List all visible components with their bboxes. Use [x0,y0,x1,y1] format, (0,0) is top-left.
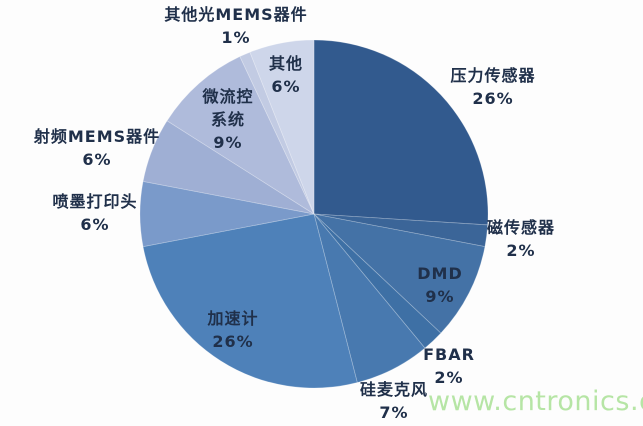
slice-label-text: 硅麦克风 [359,380,429,399]
slice-label-pressure-sensor: 压力传感器 26% [450,64,535,110]
slice-label-microfluidic: 微流控系统 9% [201,85,255,154]
pie-slice-fbar [313,213,442,349]
slice-label-other: 其他 6% [269,52,303,98]
pie-slice-other [249,39,315,215]
slice-label-text: 压力传感器 [450,66,536,85]
pie-slice-rf-mems [142,120,315,215]
pie-slices-group [139,39,489,389]
slice-pct-text: 2% [434,368,464,387]
pie-slice-microfluidic [166,56,315,216]
slice-label-text: 喷墨打印头 [52,192,138,211]
slice-pct-text: 6% [80,215,110,234]
pie-slice-magnetic-sensor [313,213,489,248]
pie-slice-pressure-sensor [313,39,489,226]
slice-label-text: DMD [417,264,463,283]
slice-label-rf-mems: 射频MEMS器件 6% [34,125,160,171]
slice-pct-text: 6% [82,150,112,169]
slice-label-silicon-microphone: 硅麦克风 7% [360,378,428,424]
slice-pct-text: 2% [506,241,536,260]
slice-label-text: 射频MEMS器件 [33,127,161,146]
pie-slice-inkjet-printhead [139,180,315,248]
slice-label-text: FBAR [423,345,475,364]
slice-label-magnetic-sensor: 磁传感器 2% [487,216,555,262]
slice-label-text: 其他光MEMS器件 [164,5,308,24]
slice-label-fbar: FBAR 2% [423,343,475,389]
slice-pct-text: 6% [271,77,301,96]
slice-label-inkjet-printhead: 喷墨打印头 6% [52,190,137,236]
watermark-text: www.cntronics.com [428,386,643,417]
pie-slice-silicon-microphone [313,213,426,384]
slice-pct-text: 1% [221,28,251,47]
slice-pct-text: 9% [425,287,455,306]
pie-slice-accelerometer [142,213,358,389]
slice-label-text: 其他 [268,54,304,73]
slice-pct-text: 7% [379,403,409,422]
slice-label-text: 微流控系统 [202,87,254,129]
slice-label-text: 磁传感器 [486,218,556,237]
slice-label-accelerometer: 加速计 26% [207,307,258,353]
slice-label-text: 加速计 [207,309,259,328]
slice-label-dmd: DMD 9% [417,262,462,308]
slice-pct-text: 26% [212,332,254,351]
slice-label-other-optical-mems: 其他光MEMS器件 1% [164,3,307,49]
pie-slice-other-optical-mems [239,51,315,215]
slice-pct-text: 9% [213,133,243,152]
pie-slice-dmd [312,213,486,334]
slice-pct-text: 26% [472,89,514,108]
